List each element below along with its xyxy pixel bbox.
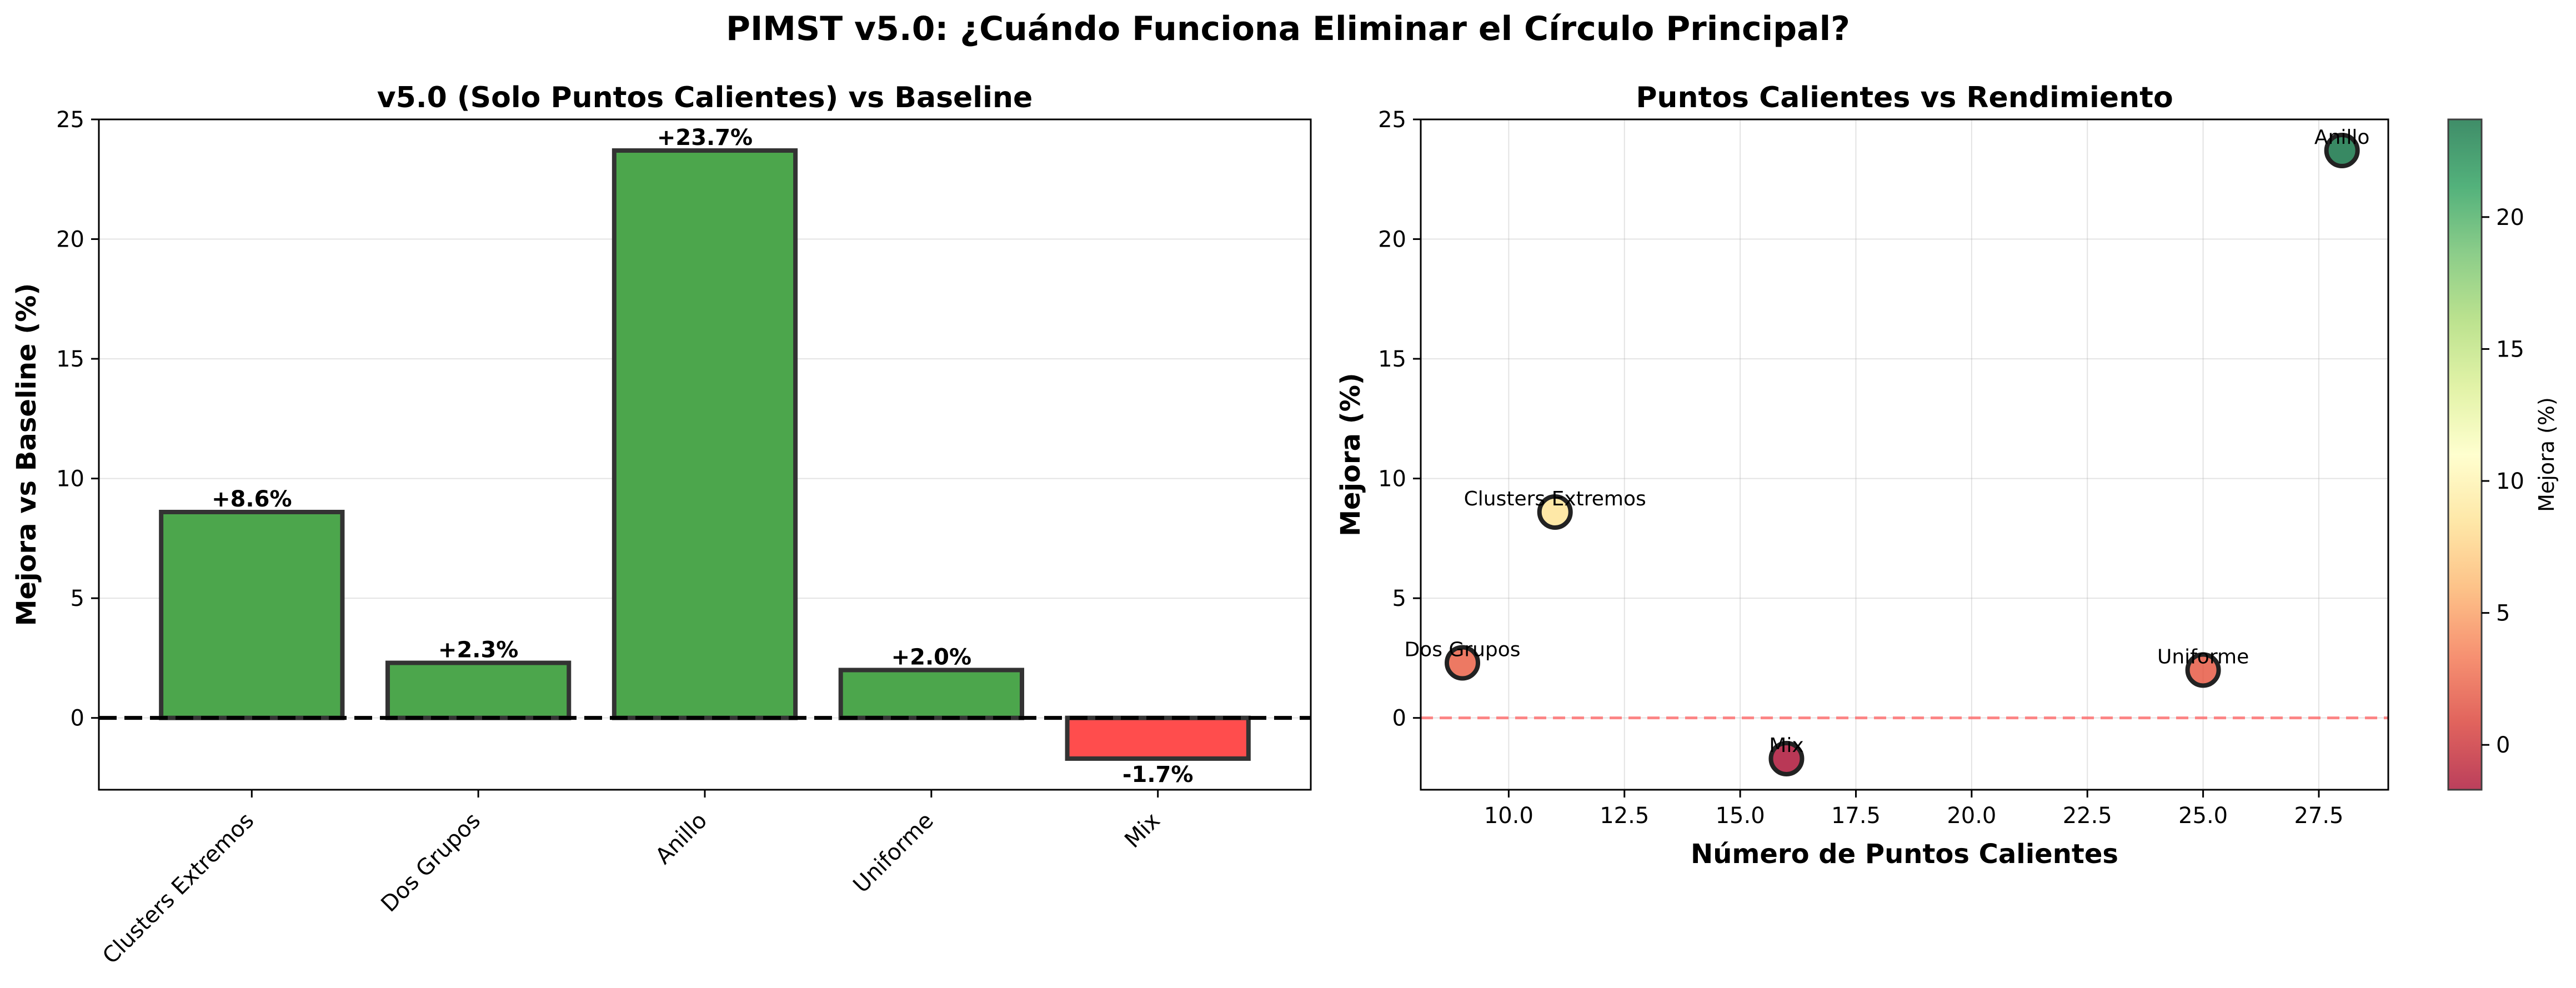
colorbar-gradient [2447, 118, 2483, 791]
scatter-x-tick-label: 20.0 [1947, 803, 1996, 829]
scatter-x-tick-label: 10.0 [1484, 803, 1533, 829]
scatter-point-clusters-extremos [1537, 494, 1573, 530]
scatter-x-tick-label: 25.0 [2178, 803, 2228, 829]
bar-y-tick-label: 0 [71, 706, 84, 731]
bar-chart-panel: +8.6% +2.3% +23.7% +2.0% -1.7% 0 5 10 15 20 25 Cl… [11, 81, 1312, 969]
scatter-point-label: Clusters Extremos [1464, 488, 1646, 510]
scatter-chart-gridlines [1421, 119, 2388, 790]
scatter-y-tick-label: 20 [1378, 227, 1406, 253]
bar-x-tick-label: Clusters Extremos [98, 808, 259, 969]
colorbar: 0 5 10 15 20 Mejora (%) [2447, 118, 2559, 791]
scatter-point-label: Uniforme [2157, 645, 2249, 668]
bar-y-tick-label: 10 [56, 467, 84, 492]
scatter-x-tick-label: 15.0 [1716, 803, 1765, 829]
bar-y-tick-label: 20 [56, 227, 84, 253]
bar-uniforme [838, 668, 1024, 720]
scatter-chart-x-ticks: 10.0 12.5 15.0 17.5 20.0 22.5 25.0 27.5 [1484, 790, 2344, 829]
scatter-y-tick-label: 25 [1378, 107, 1406, 133]
bar-value-label: +2.3% [438, 638, 518, 663]
bar-chart-x-ticks: Clusters Extremos Dos Grupos Anillo Uniform… [98, 790, 1165, 969]
bar-x-tick-label: Mix [1120, 808, 1165, 854]
bar-y-tick-label: 25 [56, 107, 84, 133]
bar-chart-value-labels: +8.6% +2.3% +23.7% +2.0% -1.7% [212, 125, 1193, 788]
scatter-chart-y-ticks: 0 5 10 15 20 25 [1378, 107, 1421, 731]
colorbar-ticks: 0 5 10 15 20 [2482, 205, 2524, 758]
bar-value-label: +2.0% [891, 644, 971, 670]
bar-y-tick-label: 5 [71, 586, 84, 611]
scatter-point-mix [1768, 740, 1805, 776]
figure-suptitle: PIMST v5.0: ¿Cuándo Funciona Eliminar el… [726, 9, 1850, 48]
bar-x-tick-label: Uniforme [849, 808, 939, 898]
scatter-y-tick-label: 10 [1378, 467, 1406, 492]
scatter-x-tick-label: 22.5 [2063, 803, 2112, 829]
scatter-x-tick-label: 17.5 [1831, 803, 1881, 829]
scatter-y-tick-label: 5 [1392, 586, 1406, 611]
scatter-point-dos-grupos [1445, 645, 1481, 681]
bar-mix [1065, 715, 1251, 761]
scatter-chart-x-axis-label: Número de Puntos Calientes [1691, 839, 2118, 870]
scatter-point-label: Anillo [2314, 126, 2369, 149]
bar-chart-bars [159, 148, 1251, 761]
colorbar-tick-label: 10 [2496, 469, 2524, 494]
scatter-point-label: Dos Grupos [1404, 639, 1520, 661]
colorbar-label: Mejora (%) [2534, 397, 2559, 512]
scatter-chart-panel: Clusters Extremos Dos Grupos Anillo Uniform… [1335, 81, 2389, 870]
scatter-x-tick-label: 27.5 [2294, 803, 2343, 829]
bar-chart-y-ticks: 0 5 10 15 20 25 [56, 107, 99, 731]
bar-x-tick-label: Anillo [650, 808, 712, 870]
scatter-y-tick-label: 15 [1378, 347, 1406, 372]
bar-anillo [612, 148, 798, 720]
bar-chart-y-axis-label: Mejora vs Baseline (%) [11, 283, 42, 626]
colorbar-tick-label: 0 [2496, 733, 2510, 758]
scatter-y-tick-label: 0 [1392, 706, 1406, 731]
colorbar-tick-label: 15 [2496, 337, 2524, 362]
scatter-point-label: Mix [1769, 734, 1803, 757]
scatter-x-tick-label: 12.5 [1600, 803, 1649, 829]
scatter-point-anillo [2324, 133, 2360, 169]
scatter-chart-title: Puntos Calientes vs Rendimiento [1636, 81, 2173, 114]
bar-y-tick-label: 15 [56, 347, 84, 372]
bar-x-tick-label: Dos Grupos [376, 808, 485, 917]
bar-chart-title: v5.0 (Solo Puntos Calientes) vs Baseline [377, 81, 1033, 114]
bar-value-label: +23.7% [657, 125, 753, 151]
bar-value-label: -1.7% [1122, 762, 1194, 788]
bar-dos-grupos [385, 660, 572, 720]
scatter-chart-points [1445, 133, 2360, 776]
scatter-chart-point-labels: Clusters Extremos Dos Grupos Anillo Uniform… [1404, 126, 2369, 757]
bar-clusters-extremos [159, 509, 345, 720]
scatter-point-uniforme [2185, 652, 2221, 688]
bar-value-label: +8.6% [212, 487, 292, 512]
colorbar-tick-label: 5 [2496, 601, 2510, 626]
colorbar-tick-label: 20 [2496, 205, 2524, 230]
scatter-chart-frame [1420, 118, 2389, 791]
scatter-chart-y-axis-label: Mejora (%) [1335, 373, 1366, 536]
